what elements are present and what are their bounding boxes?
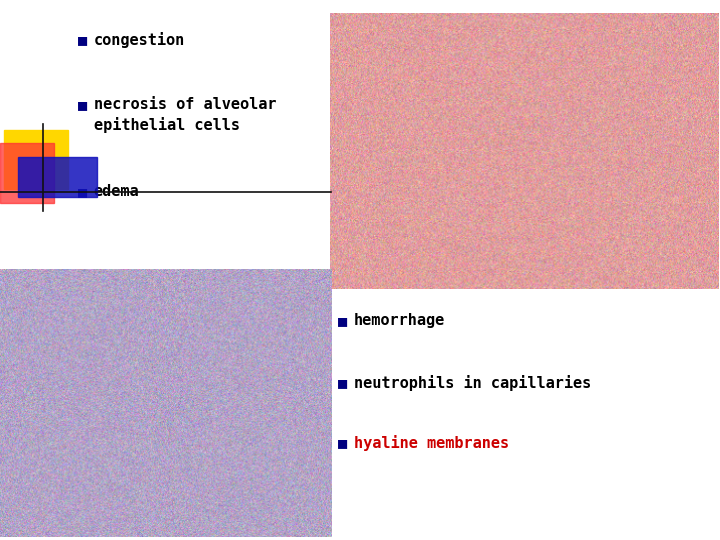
- Text: ■: ■: [338, 435, 348, 450]
- Text: hyaline membranes: hyaline membranes: [354, 435, 509, 451]
- Text: ■: ■: [78, 184, 87, 199]
- Text: ■: ■: [78, 97, 87, 112]
- Text: ■: ■: [78, 32, 87, 48]
- Text: ■: ■: [338, 313, 348, 328]
- Text: hemorrhage: hemorrhage: [354, 313, 446, 328]
- Text: neutrophils in capillaries: neutrophils in capillaries: [354, 375, 592, 391]
- Text: necrosis of alveolar
epithelial cells: necrosis of alveolar epithelial cells: [94, 97, 276, 133]
- Bar: [4, 130, 68, 189]
- Text: edema: edema: [94, 184, 139, 199]
- Text: ■: ■: [338, 375, 348, 390]
- Bar: [0, 143, 54, 202]
- Bar: [18, 157, 97, 197]
- Text: congestion: congestion: [94, 32, 185, 49]
